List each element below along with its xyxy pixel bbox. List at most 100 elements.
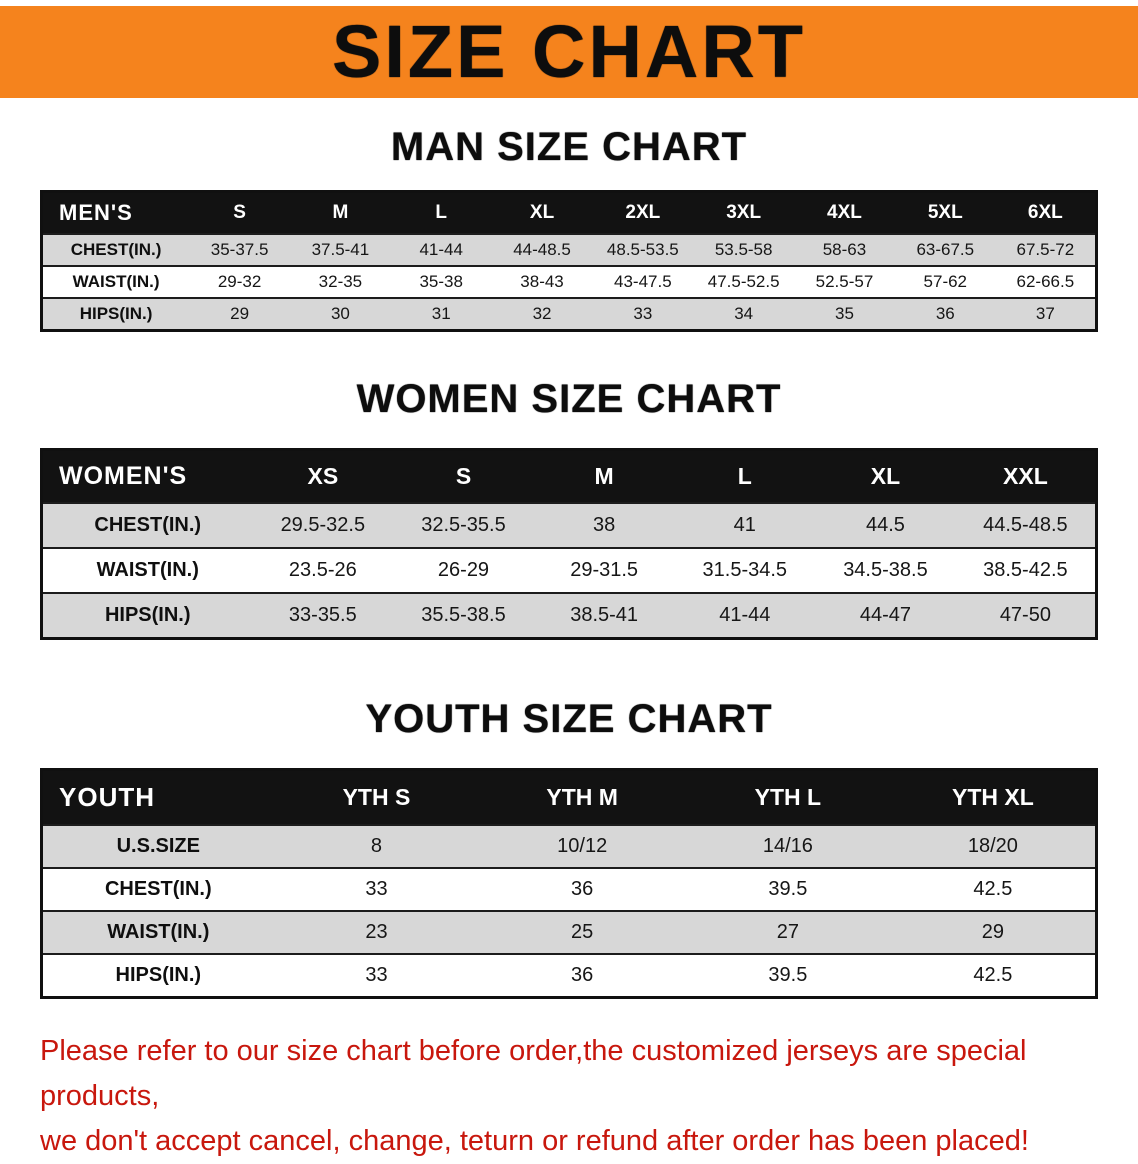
row-label-cell: U.S.SIZE bbox=[41, 824, 274, 868]
order-disclaimer: Please refer to our size chart before or… bbox=[40, 1029, 1110, 1164]
value-cell: 48.5-53.5 bbox=[592, 233, 694, 266]
women-section-heading: WOMEN SIZE CHART bbox=[356, 377, 782, 421]
value-cell: 42.5 bbox=[890, 867, 1097, 911]
value-cell: 8 bbox=[273, 824, 480, 868]
size-header-cell: M bbox=[533, 449, 675, 503]
value-cell: 14/16 bbox=[685, 824, 891, 868]
value-cell: 29-32 bbox=[189, 265, 290, 298]
size-header-cell: 5XL bbox=[894, 191, 996, 234]
value-cell: 23 bbox=[273, 910, 480, 954]
value-cell: 29-31.5 bbox=[533, 547, 675, 593]
value-cell: 44.5 bbox=[815, 502, 956, 548]
row-label-cell: WAIST(IN.) bbox=[41, 910, 274, 954]
value-cell: 41 bbox=[674, 502, 816, 548]
value-cell: 29 bbox=[890, 910, 1097, 954]
size-header-cell: XXL bbox=[955, 449, 1097, 503]
value-cell: 36 bbox=[479, 867, 686, 911]
value-cell: 33-35.5 bbox=[252, 592, 394, 639]
size-header-cell: 4XL bbox=[794, 191, 895, 234]
value-cell: 44-47 bbox=[815, 592, 956, 639]
value-cell: 67.5-72 bbox=[995, 233, 1097, 266]
table-row: HIPS(IN.) 33 36 39.5 42.5 bbox=[41, 953, 1097, 998]
row-label-cell: HIPS(IN.) bbox=[41, 953, 274, 998]
row-label-cell: CHEST(IN.) bbox=[41, 502, 253, 548]
value-cell: 36 bbox=[479, 953, 686, 998]
women-size-table: WOMEN'S XS S M L XL XXL CHEST(IN.) 29.5-32.5 32.5… bbox=[40, 448, 1098, 640]
value-cell: 38 bbox=[533, 502, 675, 548]
value-cell: 39.5 bbox=[685, 867, 891, 911]
value-cell: 47.5-52.5 bbox=[693, 265, 795, 298]
value-cell: 63-67.5 bbox=[894, 233, 996, 266]
value-cell: 52.5-57 bbox=[794, 265, 895, 298]
value-cell: 30 bbox=[290, 297, 391, 331]
row-label-cell: CHEST(IN.) bbox=[41, 867, 274, 911]
disclaimer-line-1: Please refer to our size chart before or… bbox=[40, 1035, 1027, 1112]
size-header-cell: YTH M bbox=[479, 769, 686, 825]
value-cell: 57-62 bbox=[894, 265, 996, 298]
value-cell: 35.5-38.5 bbox=[393, 592, 534, 639]
value-cell: 10/12 bbox=[479, 824, 686, 868]
value-cell: 31 bbox=[390, 297, 492, 331]
size-header-cell: YTH XL bbox=[890, 769, 1097, 825]
table-row: HIPS(IN.) 29 30 31 32 33 34 35 36 37 bbox=[41, 297, 1097, 331]
value-cell: 44.5-48.5 bbox=[955, 502, 1097, 548]
value-cell: 32 bbox=[491, 297, 593, 331]
value-cell: 33 bbox=[273, 867, 480, 911]
size-header-cell: XS bbox=[252, 449, 394, 503]
table-row: WAIST(IN.) 23 25 27 29 bbox=[41, 910, 1097, 954]
size-header-cell: M bbox=[290, 191, 391, 234]
size-header-cell: XL bbox=[815, 449, 956, 503]
value-cell: 25 bbox=[479, 910, 686, 954]
table-row: WAIST(IN.) 29-32 32-35 35-38 38-43 43-47.5 47.… bbox=[41, 265, 1097, 298]
table-title-cell: WOMEN'S bbox=[41, 449, 253, 503]
size-header-cell: XL bbox=[491, 191, 593, 234]
value-cell: 35 bbox=[794, 297, 895, 331]
size-header-cell: S bbox=[393, 449, 534, 503]
header-row: WOMEN'S XS S M L XL XXL bbox=[41, 449, 1097, 503]
value-cell: 39.5 bbox=[685, 953, 891, 998]
value-cell: 26-29 bbox=[393, 547, 534, 593]
value-cell: 41-44 bbox=[390, 233, 492, 266]
value-cell: 42.5 bbox=[890, 953, 1097, 998]
value-cell: 41-44 bbox=[674, 592, 816, 639]
table-row: CHEST(IN.) 35-37.5 37.5-41 41-44 44-48.5 48.5… bbox=[41, 233, 1097, 266]
table-row: U.S.SIZE 8 10/12 14/16 18/20 bbox=[41, 824, 1097, 868]
value-cell: 47-50 bbox=[955, 592, 1097, 639]
table-title-cell: YOUTH bbox=[41, 769, 274, 825]
size-header-cell: L bbox=[390, 191, 492, 234]
table-row: CHEST(IN.) 33 36 39.5 42.5 bbox=[41, 867, 1097, 911]
size-header-cell: S bbox=[189, 191, 290, 234]
disclaimer-line-2: we don't accept cancel, change, teturn o… bbox=[40, 1124, 1029, 1157]
value-cell: 31.5-34.5 bbox=[674, 547, 816, 593]
value-cell: 34 bbox=[693, 297, 795, 331]
value-cell: 36 bbox=[894, 297, 996, 331]
size-header-cell: 6XL bbox=[995, 191, 1097, 234]
value-cell: 34.5-38.5 bbox=[815, 547, 956, 593]
size-chart-banner: SIZE CHART bbox=[0, 6, 1138, 98]
value-cell: 62-66.5 bbox=[995, 265, 1097, 298]
value-cell: 27 bbox=[685, 910, 891, 954]
banner-title: SIZE CHART bbox=[332, 10, 806, 93]
size-header-cell: 2XL bbox=[592, 191, 694, 234]
row-label-cell: WAIST(IN.) bbox=[41, 547, 253, 593]
table-title-cell: MEN'S bbox=[41, 191, 190, 234]
value-cell: 32.5-35.5 bbox=[393, 502, 534, 548]
value-cell: 37 bbox=[995, 297, 1097, 331]
value-cell: 33 bbox=[273, 953, 480, 998]
value-cell: 29.5-32.5 bbox=[252, 502, 394, 548]
size-header-cell: YTH S bbox=[273, 769, 480, 825]
header-row: MEN'S S M L XL 2XL 3XL 4XL 5XL 6XL bbox=[41, 191, 1097, 234]
value-cell: 37.5-41 bbox=[290, 233, 391, 266]
table-row: HIPS(IN.) 33-35.5 35.5-38.5 38.5-41 41-44 44-… bbox=[41, 592, 1097, 639]
value-cell: 38.5-41 bbox=[533, 592, 675, 639]
row-label-cell: HIPS(IN.) bbox=[41, 297, 190, 331]
table-row: CHEST(IN.) 29.5-32.5 32.5-35.5 38 41 44.5 44.5… bbox=[41, 502, 1097, 548]
size-header-cell: YTH L bbox=[685, 769, 891, 825]
row-label-cell: HIPS(IN.) bbox=[41, 592, 253, 639]
value-cell: 35-38 bbox=[390, 265, 492, 298]
header-row: YOUTH YTH S YTH M YTH L YTH XL bbox=[41, 769, 1097, 825]
value-cell: 33 bbox=[592, 297, 694, 331]
value-cell: 38.5-42.5 bbox=[955, 547, 1097, 593]
value-cell: 35-37.5 bbox=[189, 233, 290, 266]
value-cell: 38-43 bbox=[491, 265, 593, 298]
